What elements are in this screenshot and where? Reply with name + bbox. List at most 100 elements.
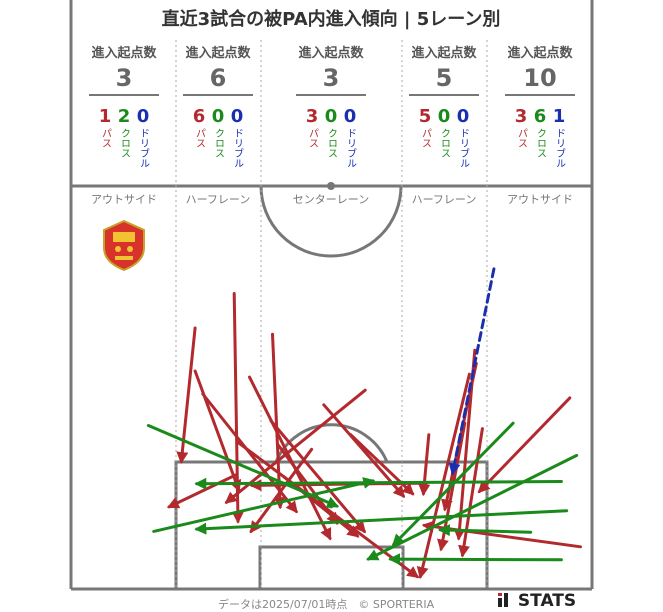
- dribble-count-value: 0: [456, 106, 470, 127]
- lane-name: センターレーン: [292, 193, 370, 206]
- cross-type-label: クロス: [534, 128, 546, 158]
- lane-divider-rule: [89, 94, 159, 96]
- pass-count-value: 6: [192, 106, 206, 127]
- chart-title: 直近3試合の被PA内進入傾向 | 5レーン別: [161, 9, 501, 30]
- lane-dribble-count: 0 ドリブル: [341, 106, 359, 168]
- lane-divider-rule: [296, 94, 366, 96]
- lane-header-label: 進入起点数: [185, 46, 251, 61]
- lane-pass-count: 1 パス: [96, 106, 114, 148]
- lane-pass-count: 3 パス: [512, 106, 530, 148]
- footer-credit: データは2025/07/01時点 © SPORTERIA: [218, 598, 435, 611]
- pass-arrow: [458, 427, 484, 558]
- lane-header-label: 進入起点数: [91, 46, 157, 61]
- cross-arrow: [194, 477, 563, 490]
- lane-total: 5: [435, 64, 453, 92]
- lane-header: 進入起点数 10: [495, 42, 585, 96]
- center-circle: [259, 185, 403, 258]
- pass-arrow: [193, 369, 242, 493]
- dribble-count-value: 0: [136, 106, 150, 127]
- lane-dribble-count: 0 ドリブル: [454, 106, 472, 168]
- lane-name: ハーフレーン: [185, 193, 251, 206]
- lane-total: 10: [523, 64, 557, 92]
- dribble-type-label: ドリブル: [137, 128, 149, 168]
- dribble-count-value: 1: [552, 106, 566, 127]
- goal-area: [258, 545, 405, 591]
- lane-header-label: 進入起点数: [411, 46, 477, 61]
- team-crest-icon: [103, 219, 145, 272]
- pass-arrow: [477, 396, 572, 494]
- dribble-type-label: ドリブル: [553, 128, 565, 168]
- dribble-arrow: [448, 267, 496, 476]
- dribble-count-value: 0: [230, 106, 244, 127]
- pass-type-label: パス: [515, 128, 527, 148]
- pass-arrow: [418, 433, 431, 497]
- lane-divider-rule: [409, 94, 479, 96]
- stats-label: STATS: [517, 591, 577, 611]
- lane-header: 進入起点数 3: [79, 42, 169, 96]
- lane-name: アウトサイド: [507, 193, 573, 206]
- pass-arrow: [248, 375, 332, 541]
- cross-arrow: [194, 509, 569, 535]
- lane-total: 3: [115, 64, 133, 92]
- lane-cross-count: 0 クロス: [322, 106, 340, 158]
- lane-pass-count: 5 パス: [416, 106, 434, 148]
- lane-name: ハーフレーン: [411, 193, 477, 206]
- lane-header: 進入起点数 6: [173, 42, 263, 96]
- dribble-type-label: ドリブル: [344, 128, 356, 168]
- cross-count-value: 2: [117, 106, 131, 127]
- lane-dribble-count: 0 ドリブル: [134, 106, 152, 168]
- pass-type-label: パス: [193, 128, 205, 148]
- lane-header: 進入起点数 5: [399, 42, 489, 96]
- cross-count-value: 0: [324, 106, 338, 127]
- pass-type-label: パス: [306, 128, 318, 148]
- pass-arrow: [322, 403, 406, 498]
- lane-cross-count: 6 クロス: [531, 106, 549, 158]
- cross-arrow: [152, 477, 376, 533]
- lane-divider-rule: [183, 94, 253, 96]
- pass-arrow: [271, 332, 286, 510]
- cross-arrow: [388, 553, 563, 566]
- lane-pass-count: 6 パス: [190, 106, 208, 148]
- lane-header-label: 進入起点数: [507, 46, 573, 61]
- center-spot: [327, 182, 335, 190]
- lane-cross-count: 0 クロス: [435, 106, 453, 158]
- pass-count-value: 3: [305, 106, 319, 127]
- pass-type-label: パス: [99, 128, 111, 148]
- cross-type-label: クロス: [438, 128, 450, 158]
- lane-dribble-count: 1 ドリブル: [550, 106, 568, 168]
- cross-arrow: [366, 453, 579, 561]
- pass-type-label: パス: [419, 128, 431, 148]
- cross-count-value: 6: [533, 106, 547, 127]
- pass-arrow: [416, 372, 471, 580]
- lane-divider-rule: [505, 94, 575, 96]
- pass-arrow: [166, 473, 238, 509]
- penalty-arc: [274, 423, 389, 463]
- lane-cross-count: 2 クロス: [115, 106, 133, 158]
- cross-arrow: [437, 524, 533, 537]
- pass-arrow: [282, 475, 360, 538]
- lane-dribble-count: 0 ドリブル: [228, 106, 246, 168]
- lane-total: 6: [209, 64, 227, 92]
- lane-header: 進入起点数 3: [286, 42, 376, 96]
- cross-count-value: 0: [437, 106, 451, 127]
- stats-brand: STATS: [498, 591, 576, 611]
- stats-logo-icon: [498, 592, 512, 607]
- pass-arrow: [421, 520, 582, 549]
- dribble-count-value: 0: [343, 106, 357, 127]
- pass-arrow: [269, 419, 366, 534]
- cross-type-label: クロス: [325, 128, 337, 158]
- pass-count-value: 3: [514, 106, 528, 127]
- pass-count-value: 5: [418, 106, 432, 127]
- lane-total: 3: [322, 64, 340, 92]
- cross-arrow: [146, 424, 340, 508]
- lane-name: アウトサイド: [91, 193, 157, 206]
- pass-count-value: 1: [98, 106, 112, 127]
- cross-arrow: [391, 421, 515, 547]
- cross-type-label: クロス: [212, 128, 224, 158]
- dribble-type-label: ドリブル: [231, 128, 243, 168]
- lane-cross-count: 0 クロス: [209, 106, 227, 158]
- cross-count-value: 0: [211, 106, 225, 127]
- lane-header-label: 進入起点数: [298, 46, 364, 61]
- cross-type-label: クロス: [118, 128, 130, 158]
